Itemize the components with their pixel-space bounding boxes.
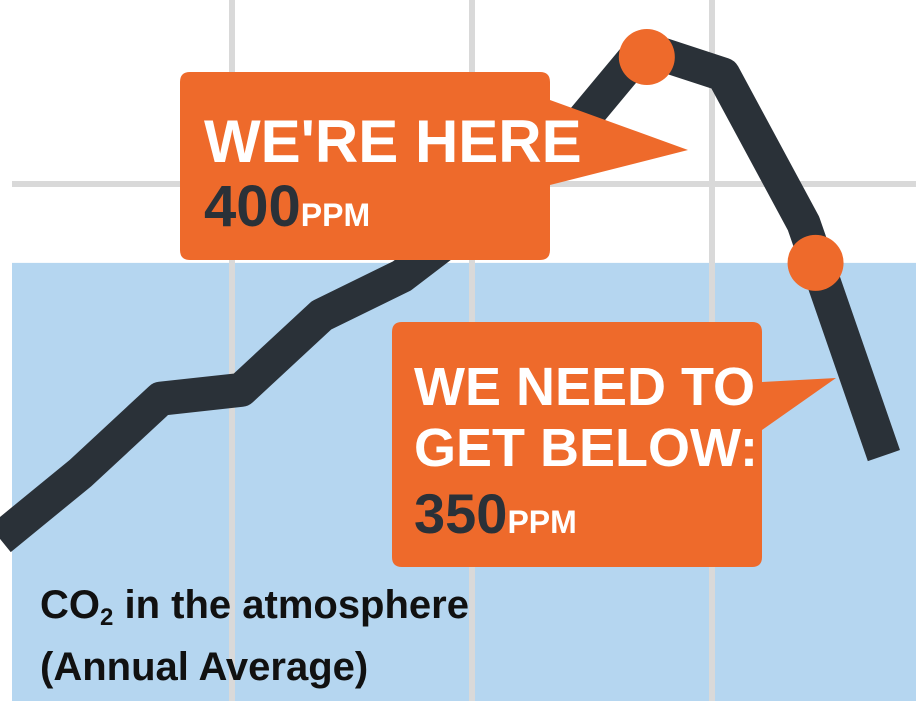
callout-target-label-line1: WE NEED TO [414, 357, 755, 417]
caption-line1: CO2 in the atmosphere [40, 583, 469, 631]
callout-current-number: 400 [204, 174, 301, 239]
marker-dot-2 [787, 234, 844, 291]
callout-target: WE NEED TO GET BELOW: 350PPM [392, 322, 836, 567]
marker-dot-1 [618, 28, 675, 85]
callout-current-label: WE'RE HERE [204, 108, 582, 175]
callout-current-box [180, 72, 688, 260]
callout-target-value: 350PPM [414, 482, 577, 545]
callout-target-label-line2: GET BELOW: [414, 418, 758, 478]
callout-target-box [392, 322, 836, 567]
callout-current-value: 400PPM [204, 174, 370, 239]
caption-rest: in the atmosphere [113, 583, 469, 627]
callout-target-unit: PPM [507, 504, 576, 540]
caption-line2: (Annual Average) [40, 645, 368, 689]
caption-co: CO [40, 583, 100, 627]
marker-dots [618, 28, 844, 291]
callout-target-number: 350 [414, 482, 507, 545]
caption-subscript: 2 [100, 604, 113, 631]
callout-current: WE'RE HERE 400PPM [180, 72, 688, 260]
callout-current-unit: PPM [301, 197, 370, 233]
